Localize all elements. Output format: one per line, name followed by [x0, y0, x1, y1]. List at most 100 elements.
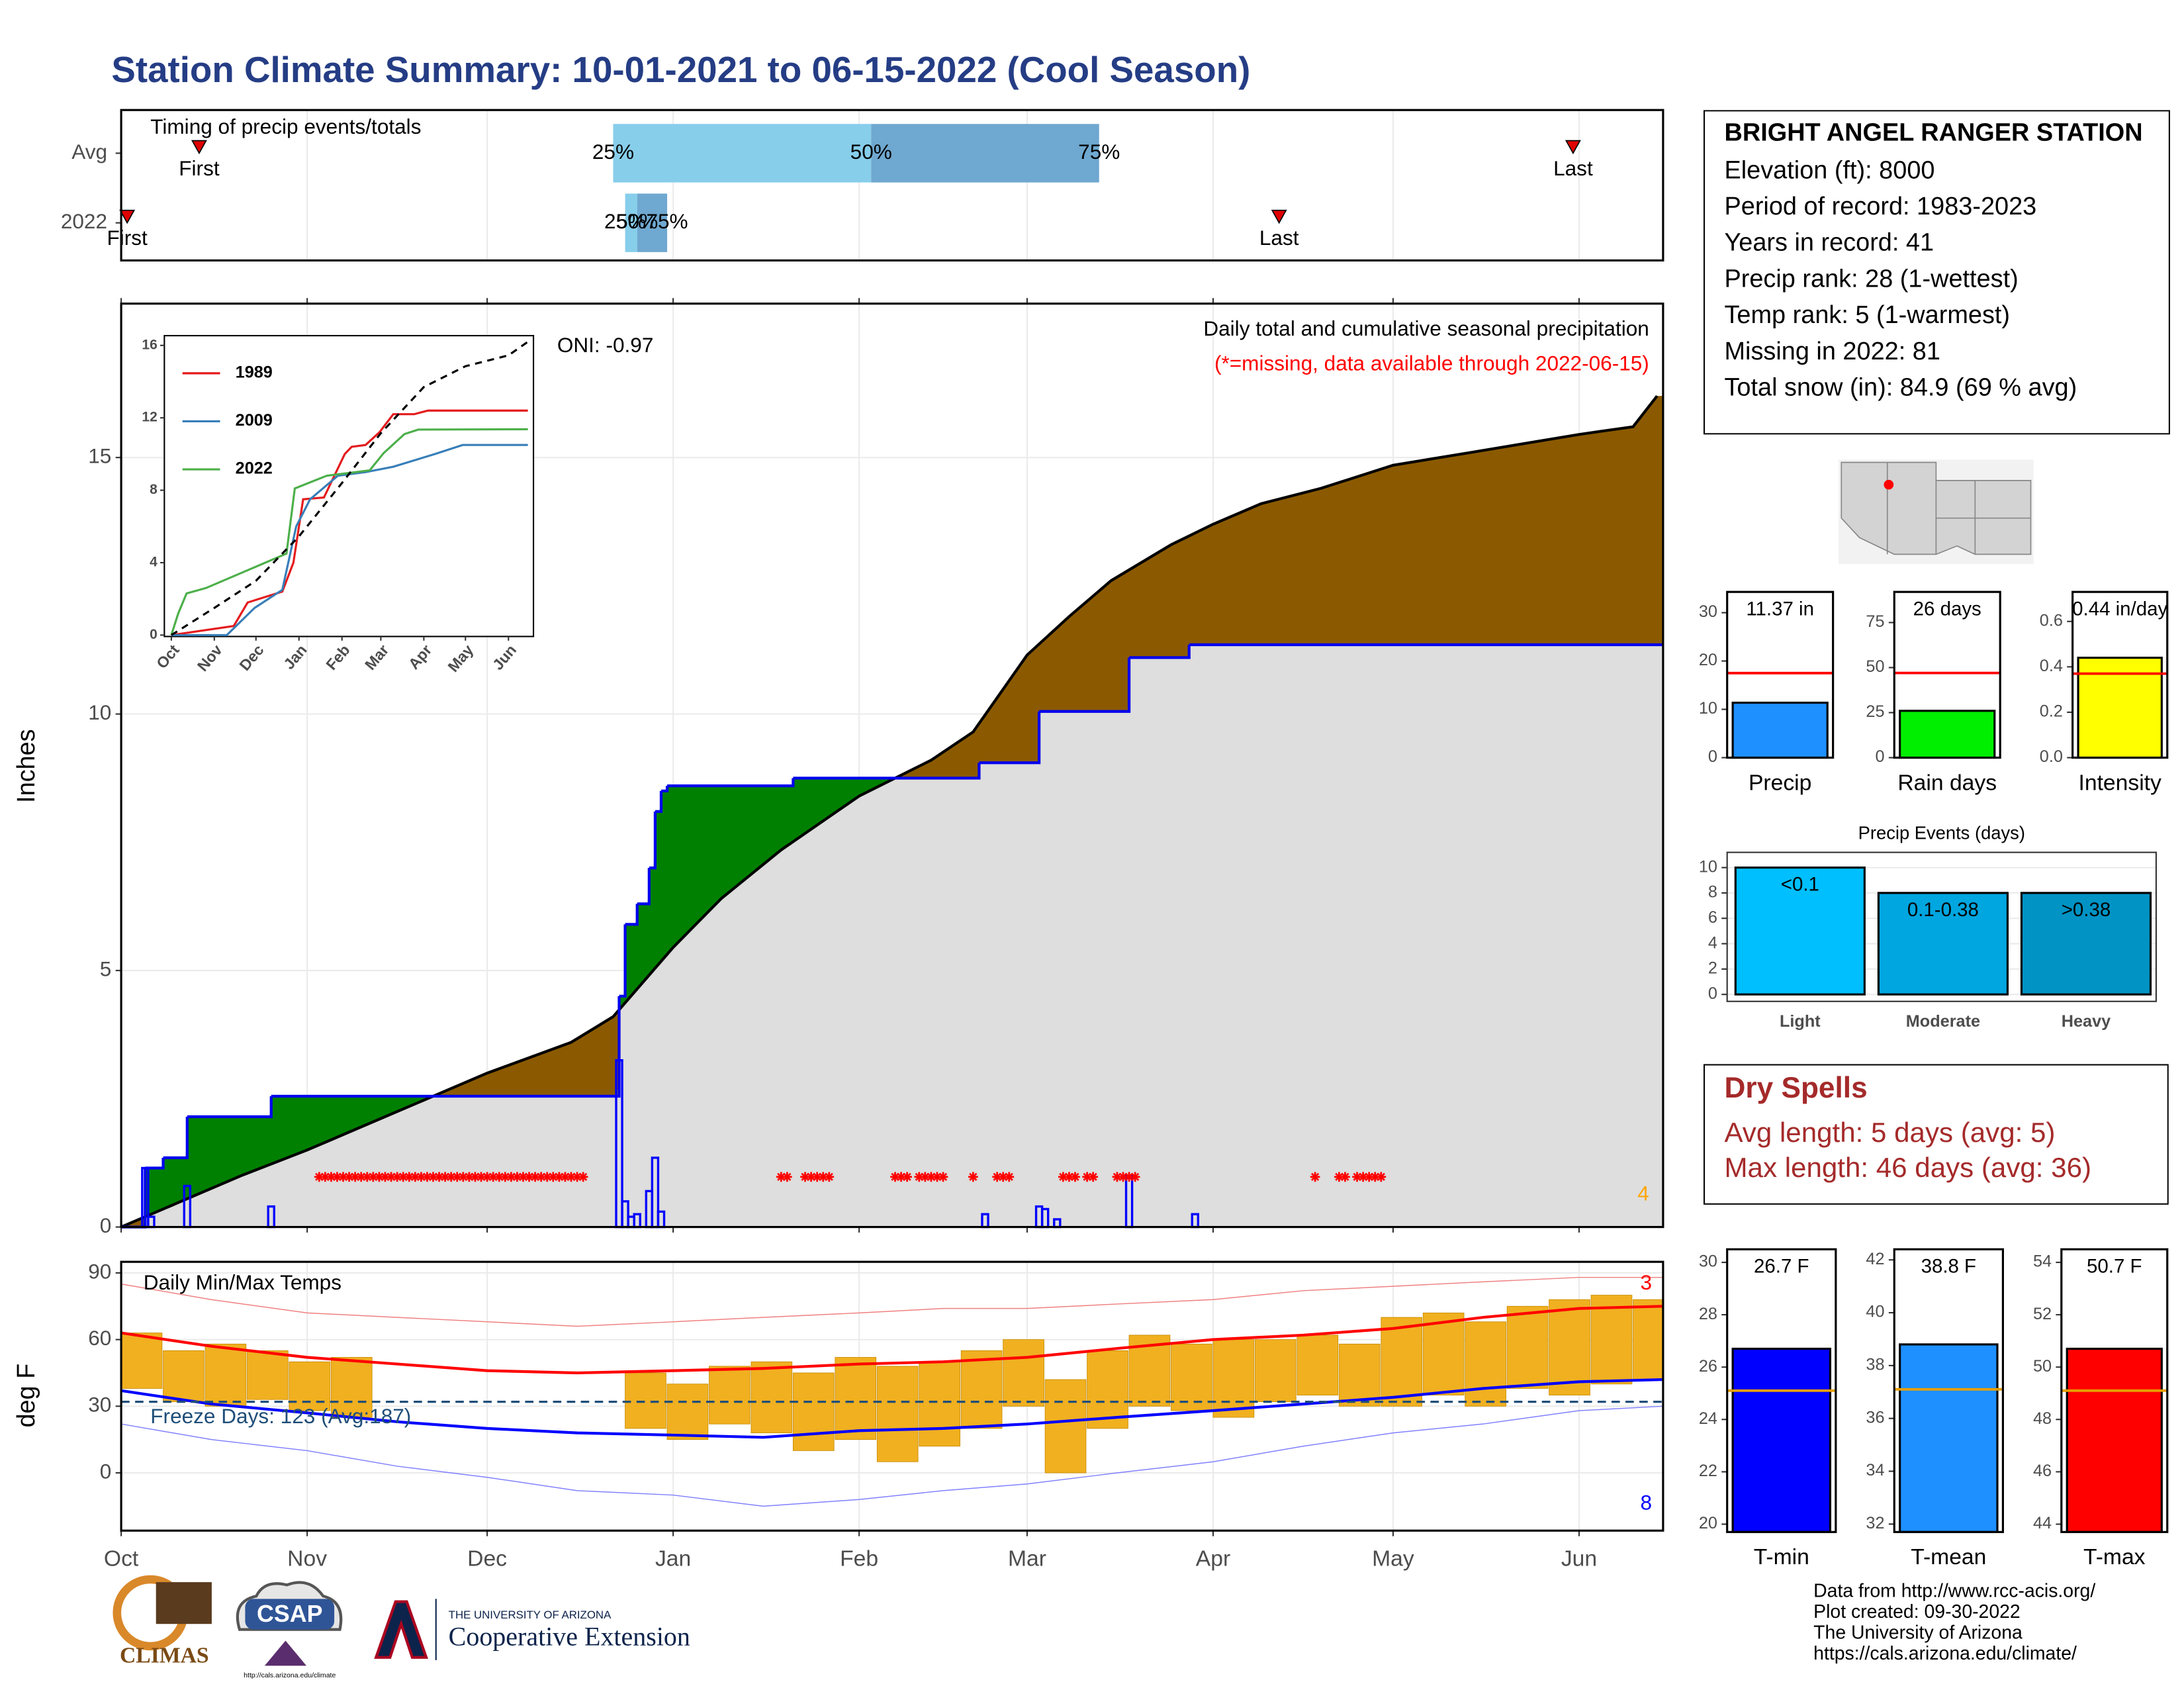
daily-temp-range: [709, 1366, 751, 1425]
y-tick-label: 46: [2033, 1462, 2052, 1480]
y-tick-label: 44: [2033, 1514, 2052, 1532]
y-tick-label: 4: [1708, 933, 1717, 952]
y-tick-label: 0: [1708, 747, 1717, 766]
cumulative-step: [979, 711, 1041, 765]
bar: [1877, 892, 2009, 996]
missing-marker: [494, 1172, 504, 1182]
missing-marker: [560, 1172, 570, 1182]
freeze-annotation: Freeze Days: 123 (Avg:187): [150, 1404, 411, 1428]
y-tick-label: 50: [2033, 1357, 2052, 1376]
x-tick-label: Moderate: [1906, 1012, 1980, 1031]
missing-marker: [812, 1172, 823, 1182]
dry-spells-line: Max length: 46 days (avg: 36): [1724, 1153, 2092, 1184]
average-cumulative-line: [120, 395, 1659, 1229]
daily-temp-range: [625, 1372, 666, 1429]
y-tick-label: 52: [2033, 1305, 2052, 1323]
quartile-label: 25%: [604, 209, 646, 233]
cumulative-step: [271, 996, 621, 1098]
gauge-title: T-min: [1754, 1545, 1809, 1570]
daily-temp-range: [1003, 1339, 1044, 1407]
missing-marker: [512, 1172, 522, 1182]
plot-frame: [120, 109, 1664, 262]
y-tick-label: 8: [1708, 883, 1717, 902]
missing-marker: [500, 1172, 510, 1182]
missing-marker: [998, 1172, 1009, 1182]
logos: CLIMAS CSAP http://cals.arizona.edu/clim…: [113, 1575, 690, 1679]
y-tick-label: 0: [100, 1459, 112, 1483]
missing-marker: [476, 1172, 486, 1182]
dry-spells-box: Dry Spells Avg length: 5 days (avg: 5) M…: [1703, 1064, 2169, 1205]
gauge-chart: 0 10 20 30 11.37 in Precip: [1699, 590, 1835, 795]
y-tick-label: 10: [88, 700, 111, 724]
temperature-panel: Oct Nov Dec Jan Feb Mar Apr May Jun 0 30 60 90 deg F D…: [13, 1259, 1664, 1571]
cumulative-step: [655, 790, 663, 813]
missing-marker: [578, 1172, 588, 1182]
x-tick-label: Heavy: [2062, 1012, 2111, 1031]
panel-title: Daily Min/Max Temps: [144, 1270, 341, 1294]
quartile-label: 50%: [850, 140, 892, 164]
missing-marker: [374, 1172, 385, 1182]
y-tick-label: 0.4: [2040, 657, 2063, 675]
cumulative-step: [625, 904, 639, 926]
missing-marker: [572, 1172, 582, 1182]
station-line: Temp rank: 5 (1-warmest): [1724, 301, 2011, 329]
missing-marker: [530, 1172, 540, 1182]
plot-frame: [1893, 1248, 2004, 1533]
y-tick-label: 32: [1866, 1514, 1884, 1532]
extension-text: Cooperative Extension: [449, 1622, 690, 1652]
missing-marker: [920, 1172, 931, 1182]
gauge-title: Rain days: [1897, 771, 1997, 795]
row-label: 2022: [61, 209, 107, 233]
y-tick-label: 54: [2033, 1252, 2052, 1271]
missing-marker: [1070, 1172, 1080, 1182]
station-line: Missing in 2022: 81: [1724, 337, 1940, 365]
footer-line: Data from http://www.rcc-acis.org/: [1813, 1580, 2095, 1601]
missing-marker: [446, 1172, 457, 1182]
y-tick-label: 4: [150, 555, 158, 570]
y-tick-label: 10: [1699, 699, 1717, 718]
gauge-value-label: 26 days: [1913, 598, 1981, 620]
missing-marker: [440, 1172, 450, 1182]
missing-marker: [1130, 1172, 1140, 1182]
daily-temp-range: [1255, 1339, 1297, 1403]
csap-mountain: [264, 1640, 307, 1666]
y-tick-label: 16: [142, 337, 157, 352]
missing-marker: [1352, 1172, 1362, 1182]
climas-logo-text: CLIMAS: [120, 1643, 209, 1667]
plot-frame: [1726, 851, 2157, 1002]
daily-temp-range: [163, 1350, 205, 1403]
series-line: [171, 409, 528, 636]
university-text: THE UNIVERSITY OF ARIZONA: [449, 1609, 612, 1621]
y-tick-label: 20: [1699, 651, 1717, 669]
plot-frame: [2060, 1248, 2169, 1533]
gauge-value-label: 50.7 F: [2087, 1255, 2142, 1277]
y-tick-label: 28: [1699, 1305, 1717, 1323]
y-tick-label: 0: [1708, 984, 1717, 1003]
missing-marker: [404, 1172, 414, 1182]
timing-marker: [191, 140, 207, 155]
x-tick-label: Mar: [1008, 1546, 1046, 1571]
missing-marker: [1340, 1172, 1350, 1182]
quartile-bar-low: [613, 124, 872, 183]
cumulative-step: [649, 811, 657, 870]
missing-marker: [1124, 1172, 1134, 1182]
daily-temp-range: [1633, 1299, 1664, 1380]
cumulative-step: [1129, 645, 1191, 659]
temp-line: [120, 1276, 1663, 1327]
y-tick-label: 0: [150, 627, 158, 642]
missing-marker: [1334, 1172, 1344, 1182]
csap-badge: [245, 1599, 335, 1630]
missing-marker: [566, 1172, 576, 1182]
daily-temp-range: [1381, 1317, 1423, 1407]
cumulative-step: [667, 778, 795, 788]
footer-line: https://cals.arizona.edu/climate/: [1813, 1643, 2077, 1664]
legend-label: 2022: [236, 459, 273, 478]
y-axis-label: Inches: [13, 729, 40, 803]
daily-temp-range: [919, 1361, 960, 1447]
station-panel: BRIGHT ANGEL RANGER STATION Elevation (f…: [1703, 110, 2170, 435]
timing-marker-label: First: [107, 226, 148, 250]
daily-temp-range: [1297, 1335, 1339, 1395]
gauge-value-label: 38.8 F: [1921, 1255, 1976, 1277]
